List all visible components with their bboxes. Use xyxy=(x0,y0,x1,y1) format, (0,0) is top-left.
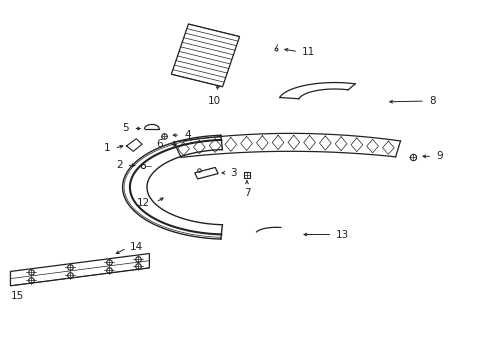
Text: 14: 14 xyxy=(130,242,143,252)
Text: 11: 11 xyxy=(302,46,315,57)
Text: 12: 12 xyxy=(136,198,150,208)
Text: 1: 1 xyxy=(103,143,110,153)
Text: 3: 3 xyxy=(229,168,236,178)
Text: 4: 4 xyxy=(183,130,190,140)
Text: 2: 2 xyxy=(116,160,122,170)
Text: 8: 8 xyxy=(428,96,434,106)
Text: 9: 9 xyxy=(435,151,442,161)
Text: 13: 13 xyxy=(335,230,349,239)
Text: 15: 15 xyxy=(10,291,23,301)
Text: 5: 5 xyxy=(122,123,129,133)
Text: 6: 6 xyxy=(156,139,163,149)
Text: 10: 10 xyxy=(207,96,221,106)
Text: 7: 7 xyxy=(243,188,250,198)
